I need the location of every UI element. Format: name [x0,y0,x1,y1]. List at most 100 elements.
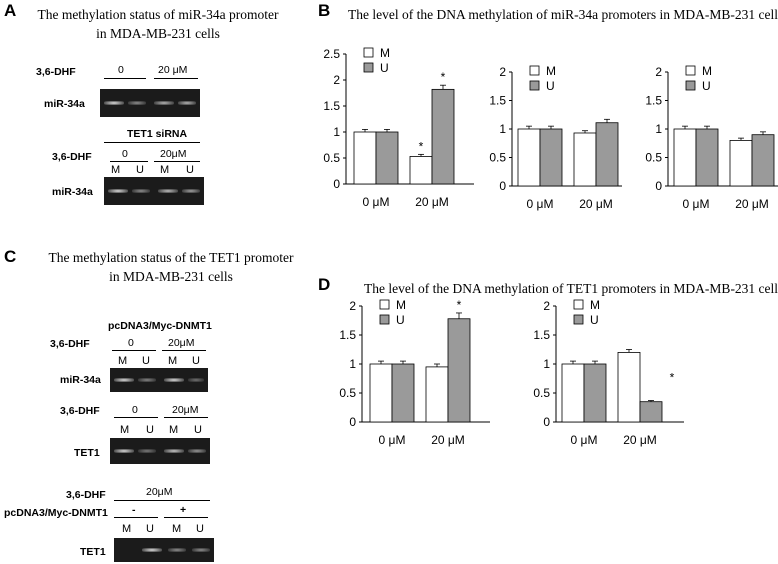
lane-u: U [142,355,150,367]
construct-row-label: pcDNA3/Myc-DNMT1 [4,507,108,519]
lane-u: U [146,523,154,535]
bar-m [729,140,753,187]
gel-band [114,378,134,382]
underline [110,161,148,162]
bar-u [447,318,471,423]
significance-star: * [441,70,446,84]
y-tick-label: 2 [333,73,340,87]
gel-image [104,177,204,205]
chart-d2: 00.511.520 μM 20 μM*MU [533,298,684,447]
x-category-label: 0 μM [379,433,406,447]
y-tick-label: 1.5 [489,94,506,108]
y-tick-label: 0.5 [339,386,356,400]
bar-m [517,128,541,187]
y-tick-label: 0 [543,415,550,429]
condition-20: 20μM [146,486,173,498]
gel-band [114,449,134,453]
x-category-label: 0 μM [683,197,710,211]
y-tick-label: 0 [499,179,506,193]
construct-label: pcDNA3/Myc-DNMT1 [108,320,212,332]
lane-u: U [192,355,200,367]
underline [154,161,200,162]
legend-swatch-u [379,314,390,325]
underline [112,350,156,351]
lane-m: M [118,355,128,367]
condition-20: 20 μM [158,64,188,76]
gel-name-mir34a: miR-34a [60,374,101,386]
x-category-label: 20 μM [579,197,613,211]
gel-name-tet1: TET1 [74,447,100,459]
gel-band [164,378,184,382]
y-tick-label: 2 [655,65,662,79]
dhf-row-label: 3,6-DHF [36,66,76,78]
bar-u [375,131,399,185]
gel-band [128,101,146,105]
legend-label: M [590,298,600,312]
underline [104,142,200,143]
legend-label: U [396,313,405,327]
legend-label: M [702,64,712,78]
dhf-row-label: 3,6-DHF [60,405,100,417]
gel-name-tet1: TET1 [80,546,106,558]
y-tick-label: 1.5 [645,94,662,108]
condition-20: 20μM [172,404,199,416]
panel-c-label: C [4,247,17,266]
condition-0: 0 [132,404,138,416]
bar-u [695,128,719,187]
condition-0: 0 [118,64,124,76]
gel-image [110,438,210,464]
gel-band [138,378,156,382]
x-category-label: 20 μM [623,433,657,447]
lane-u: U [186,164,194,176]
chart-d1: 00.511.520 μM 20 μM*MU [339,298,490,447]
underline [104,78,146,79]
chart-b1: 0 0.5 1 1.5 2 2.5 0 μM 20 μM * * MU [323,46,474,209]
underline [162,350,206,351]
legend-swatch-m [573,299,584,310]
legend-swatch-u [363,62,374,73]
panel-a-label: A [4,1,17,20]
lane-m: M [111,164,121,176]
gel-image [100,89,200,117]
y-tick-label: 1 [655,122,662,136]
legend-swatch-m [529,65,540,76]
lane-m: M [169,424,179,436]
y-tick-label: 1 [543,357,550,371]
y-tick-label: 2.5 [323,47,340,61]
gel-band [104,101,124,105]
significance-star: * [419,139,424,153]
lane-u: U [194,424,202,436]
legend-label: M [546,64,556,78]
x-category-label: 0 μM [527,197,554,211]
bar-u [539,128,563,187]
y-tick-label: 1 [499,122,506,136]
bar-m [617,352,641,423]
bar-m [409,156,433,185]
y-tick-label: 0.5 [645,151,662,165]
gel-band [188,449,206,453]
gel-band [182,189,200,193]
y-tick-label: 1.5 [323,99,340,113]
legend-swatch-u [685,80,696,91]
condition-20: 20μM [160,148,187,160]
gel-band [142,548,162,552]
lane-u: U [196,523,204,535]
bar-u [595,122,619,187]
legend-label: U [590,313,599,327]
gel-band [192,548,210,552]
legend-label: M [396,298,406,312]
x-category-label: 0 μM [571,433,598,447]
panel-c-title: The methylation status of the TET1 promo… [36,248,306,286]
x-category-label: 0 μM [363,195,390,209]
lane-u: U [136,164,144,176]
lane-m: M [122,523,132,535]
panel-d-title: The level of the DNA methylation of TET1… [364,281,778,296]
lane-m: M [168,355,178,367]
bar-u [391,363,415,423]
panel-b-title: The level of the DNA methylation of miR-… [348,7,778,22]
lane-m: M [160,164,170,176]
panel-b-label: B [318,1,331,20]
underline [114,517,158,518]
legend-label: M [380,46,390,60]
